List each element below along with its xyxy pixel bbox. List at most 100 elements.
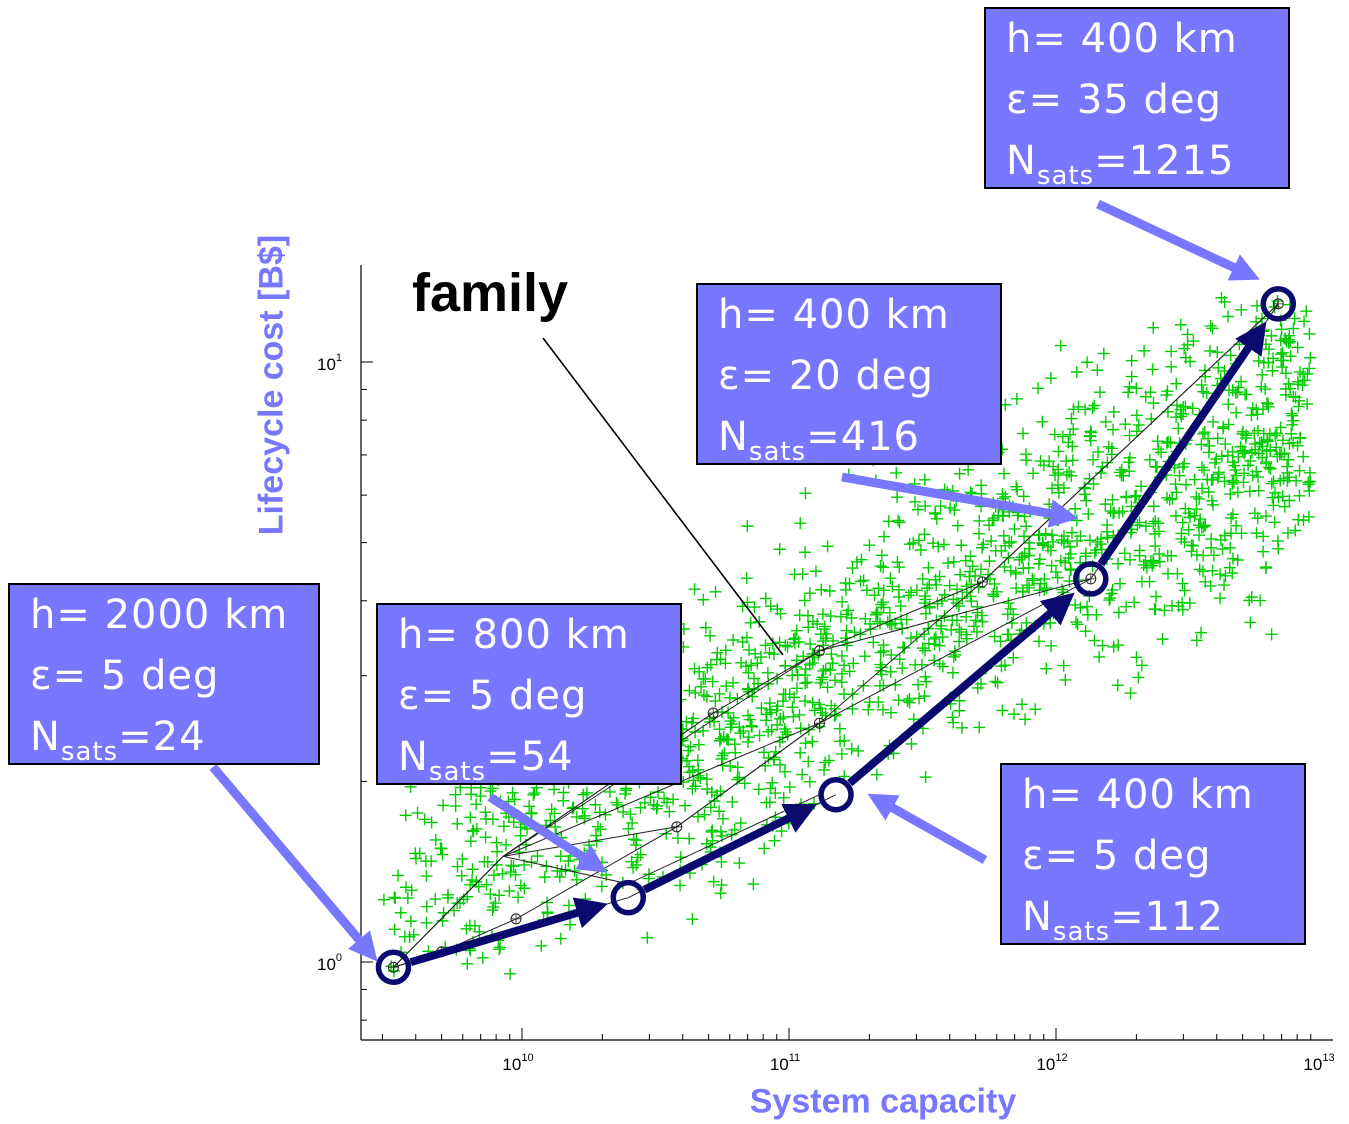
cloud-point [1245, 591, 1258, 604]
cloud-point [1139, 390, 1152, 403]
cloud-point [1010, 392, 1023, 405]
cloud-point [496, 867, 509, 880]
cloud-point [761, 666, 774, 679]
cloud-point [617, 805, 630, 818]
cloud-point [799, 737, 812, 750]
cloud-point [1107, 405, 1120, 418]
cloud-point [1114, 577, 1126, 590]
cloud-point [891, 556, 904, 569]
cloud-point [1057, 659, 1070, 672]
cloud-point [1293, 489, 1306, 502]
cloud-point [1276, 346, 1289, 359]
cloud-point [804, 638, 817, 651]
family-marker-cross [388, 962, 399, 973]
cloud-point [505, 859, 518, 872]
cloud-point [603, 785, 616, 798]
cloud-point [1013, 553, 1026, 566]
cloud-point [1147, 321, 1160, 334]
cloud-point [727, 676, 740, 689]
cloud-point [1226, 456, 1239, 469]
cloud-point [1039, 527, 1052, 540]
cloud-point [500, 838, 513, 851]
cloud-point [1130, 425, 1143, 438]
cloud-point [740, 572, 753, 585]
cloud-point [1204, 344, 1217, 357]
cloud-point [728, 738, 741, 751]
cloud-point [1005, 535, 1018, 548]
cloud-point [709, 694, 722, 707]
cloud-point [700, 690, 713, 703]
cloud-point [1245, 446, 1258, 459]
cloud-point [1101, 518, 1114, 531]
family-marker-cross [977, 576, 988, 587]
cloud-point [1165, 345, 1178, 358]
cloud-point [1201, 473, 1214, 486]
pareto-arrow [1097, 321, 1267, 567]
cloud-point [1257, 356, 1270, 369]
cloud-point [986, 514, 999, 527]
family-label: family [412, 263, 569, 323]
cloud-point [557, 786, 570, 799]
cloud-point [876, 596, 889, 609]
cloud-point [886, 580, 899, 593]
cloud-point [509, 868, 522, 881]
cloud-point [1123, 429, 1136, 442]
cloud-point [589, 798, 602, 811]
cloud-point [1020, 616, 1033, 629]
cloud-point [1092, 445, 1105, 458]
cloud-point [688, 583, 701, 596]
cloud-point [497, 820, 510, 833]
cloud-point [745, 659, 758, 672]
cloud-point [1215, 291, 1228, 304]
cloud-point [1234, 440, 1247, 453]
cloud-point [955, 626, 968, 639]
cloud-point [1125, 370, 1138, 383]
cloud-point [975, 609, 988, 622]
cloud-point [1177, 400, 1190, 413]
cloud-point [528, 787, 541, 800]
cloud-point [977, 538, 990, 551]
cloud-point [679, 799, 692, 812]
annotation-arrow-400km-35deg [1096, 199, 1260, 281]
cloud-point [1243, 594, 1256, 607]
cloud-point [674, 879, 687, 892]
cloud-point [1302, 510, 1315, 523]
cloud-point [1078, 481, 1091, 494]
annotation-arrows [209, 199, 1260, 962]
cloud-point [796, 768, 809, 781]
cloud-point [764, 600, 777, 613]
cloud-point [1243, 485, 1256, 498]
cloud-point [405, 884, 418, 897]
cloud-point [764, 706, 777, 719]
cloud-point [1139, 520, 1152, 533]
cloud-point [1174, 318, 1187, 331]
cloud-point [1289, 524, 1302, 537]
cloud-point [748, 672, 761, 685]
cloud-point [1265, 628, 1278, 641]
cloud-point [1149, 515, 1162, 528]
cloud-point [1219, 569, 1232, 582]
cloud-point [1112, 557, 1125, 570]
cloud-point [1232, 381, 1245, 394]
family-marker-cross [1085, 573, 1096, 584]
cloud-point [872, 582, 885, 595]
cloud-point [736, 635, 749, 648]
cloud-point [929, 573, 942, 586]
cloud-point [1181, 328, 1194, 341]
cloud-point [1298, 315, 1311, 328]
cloud-point [1276, 361, 1289, 374]
cloud-point [1046, 529, 1059, 542]
cloud-point [994, 635, 1007, 648]
cloud-point [1163, 493, 1176, 506]
cloud-point [451, 860, 464, 873]
cloud-point [1250, 465, 1263, 478]
cloud-point [1169, 509, 1182, 522]
cloud-point [766, 637, 779, 650]
cloud-point [1047, 535, 1059, 548]
cloud-point [1224, 541, 1237, 554]
cloud-point [1083, 534, 1096, 547]
cloud-point [1096, 460, 1109, 473]
cloud-point [525, 807, 538, 820]
cloud-point [1063, 428, 1076, 441]
